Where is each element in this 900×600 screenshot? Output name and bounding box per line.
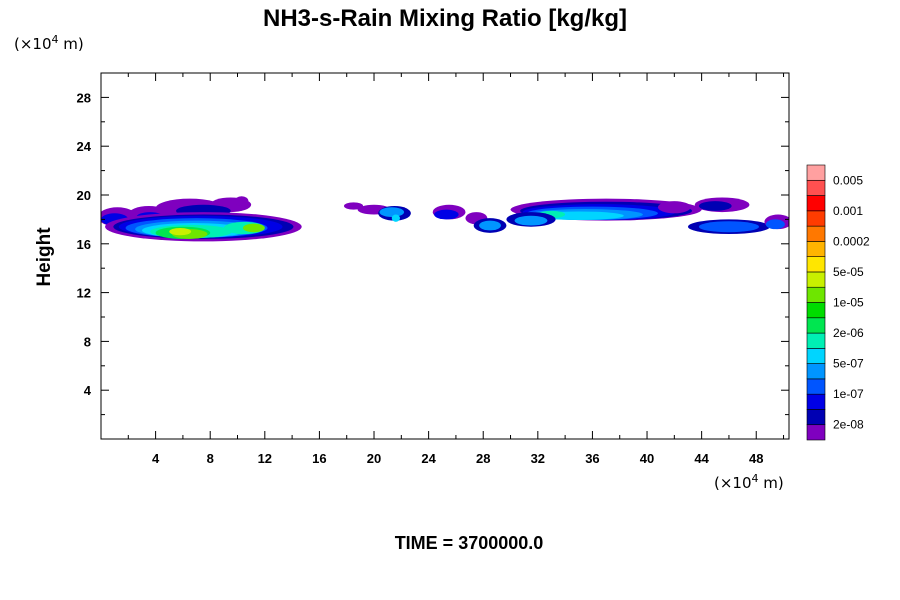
contour-patch	[169, 227, 192, 236]
x-tick-label: 44	[694, 451, 709, 466]
y-axis: 4 8 12 16 20 24 28	[77, 90, 789, 416]
chart-title: NH3-s-Rain Mixing Ratio [kg/kg]	[263, 5, 627, 32]
contour-patch	[765, 219, 785, 230]
contour-patch	[698, 201, 732, 211]
x-tick-label: 40	[640, 451, 654, 466]
colorbar-swatch	[806, 210, 826, 227]
x-tick-label: 8	[207, 451, 214, 466]
y-tick-label: 24	[77, 139, 92, 154]
plot-frame	[100, 72, 790, 440]
colorbar-swatch	[806, 317, 826, 334]
colorbar-label: 0.001	[833, 204, 863, 218]
colorbar-swatch	[806, 179, 826, 196]
x-tick-label: 36	[585, 451, 599, 466]
colorbar-label: 0.0002	[833, 234, 870, 248]
colorbar-label: 2e-06	[833, 326, 864, 340]
contour-patch	[479, 220, 501, 231]
contour-patch	[657, 201, 691, 214]
colorbar-swatch	[806, 363, 826, 380]
x-axis: 4 8 12 16 20 24 28 32 36 40 44 48	[127, 73, 785, 466]
colorbar-label: 5e-05	[833, 265, 864, 279]
colorbar-label: 1e-07	[833, 387, 864, 401]
colorbar-swatch	[806, 393, 826, 410]
y-tick-label: 8	[84, 334, 91, 349]
y-tick-label: 20	[77, 188, 91, 203]
x-tick-label: 12	[258, 451, 272, 466]
contour-patch	[343, 202, 364, 210]
colorbar-label: 5e-07	[833, 357, 864, 371]
contour-patch	[514, 215, 548, 226]
colorbar-label: 1e-05	[833, 296, 864, 310]
y-axis-label: Height	[34, 227, 55, 287]
colorbar-label: 2e-08	[833, 418, 864, 432]
x-tick-label: 20	[367, 451, 381, 466]
colorbar-swatch	[806, 256, 826, 273]
contour-patch	[242, 223, 265, 233]
x-tick-label: 4	[152, 451, 160, 466]
colorbar-swatch	[806, 348, 826, 364]
contour-patch	[391, 214, 400, 222]
x-axis-unit: (×104 m)	[714, 472, 784, 492]
x-tick-label: 32	[531, 451, 545, 466]
colorbar-swatch	[806, 164, 826, 181]
colorbar-swatch	[806, 241, 826, 257]
x-tick-label: 16	[312, 451, 326, 466]
x-tick-label: 24	[421, 451, 436, 466]
colorbar-swatch	[806, 302, 826, 319]
colorbar: 2e-08 1e-07 5e-07 2e-06 1e-05 5e-05 0.0002 0.00…	[806, 164, 870, 441]
y-tick-label: 4	[84, 383, 92, 398]
colorbar-swatch	[806, 424, 826, 441]
y-tick-label: 28	[77, 90, 91, 105]
y-tick-label: 12	[77, 286, 91, 301]
y-axis-unit: (×104 m)	[14, 33, 84, 53]
x-tick-label: 48	[749, 451, 763, 466]
contour-patch	[434, 209, 459, 220]
x-tick-label: 28	[476, 451, 490, 466]
colorbar-swatch	[806, 286, 826, 303]
time-label: TIME = 3700000.0	[395, 533, 544, 553]
contour-patch	[379, 207, 405, 217]
contour-patch	[234, 196, 249, 206]
colorbar-label: 0.005	[833, 173, 863, 187]
colorbar-swatch	[806, 332, 826, 349]
colorbar-swatch	[806, 195, 826, 212]
y-tick-label: 16	[77, 237, 91, 252]
colorbar-swatch	[806, 409, 826, 426]
colorbar-swatch	[806, 271, 826, 288]
plot-area	[101, 196, 789, 242]
colorbar-swatch	[806, 225, 826, 242]
colorbar-swatch	[806, 378, 826, 395]
contour-patch	[698, 221, 759, 233]
